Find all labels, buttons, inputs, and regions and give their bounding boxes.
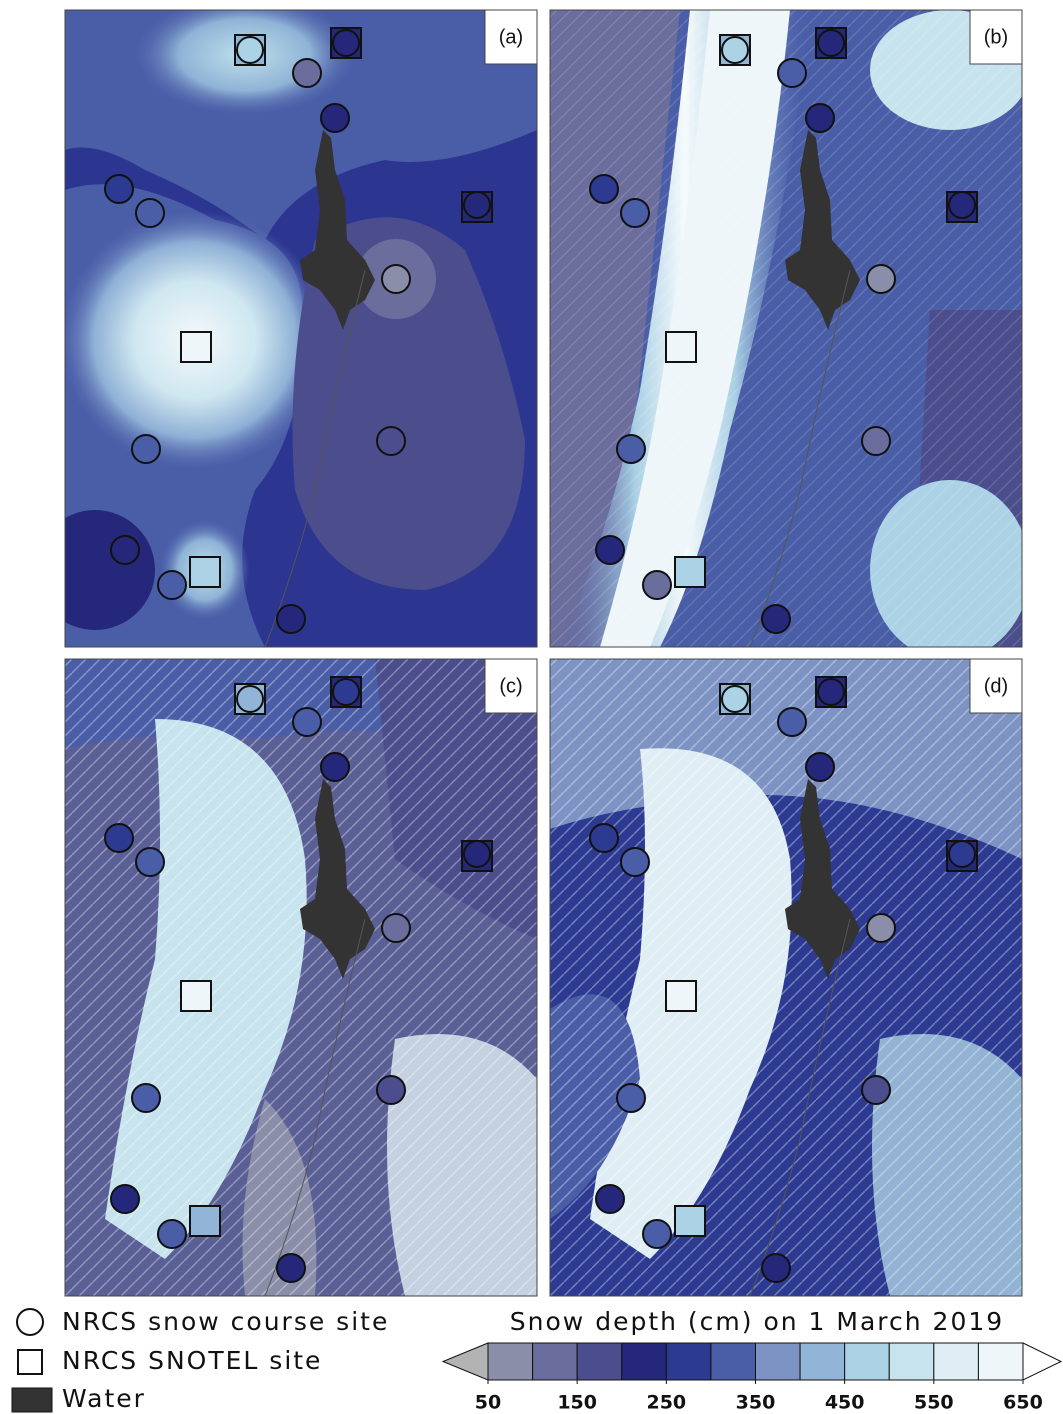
map-surface <box>550 10 1030 660</box>
snow-course-site <box>111 536 139 564</box>
snow-course-site <box>590 175 618 203</box>
colorbar-box <box>488 1343 533 1380</box>
snotel-site <box>666 332 696 362</box>
colorbar-box <box>934 1343 979 1380</box>
legend: NRCS snow course site NRCS SNOTEL site W… <box>12 1307 389 1413</box>
snow-course-site <box>377 427 405 455</box>
snow-course-site <box>158 1220 186 1248</box>
snotel-site <box>190 1206 220 1236</box>
colorbar-over <box>1023 1343 1061 1380</box>
snow-course-site <box>105 824 133 852</box>
panel-label: (a) <box>499 26 523 48</box>
snow-course-site <box>111 1185 139 1213</box>
colorbar-tick-label: 550 <box>914 1392 954 1414</box>
legend-water <box>12 1388 52 1412</box>
snow-course-site <box>596 1185 624 1213</box>
snow-course-site <box>158 571 186 599</box>
legend-label: NRCS SNOTEL site <box>62 1346 322 1375</box>
colorbar-tick-label: 650 <box>1003 1392 1043 1414</box>
snow-course-site <box>762 1254 790 1282</box>
snow-course-site <box>643 1220 671 1248</box>
colorbar-box <box>800 1343 845 1380</box>
snow-course-site <box>617 1084 645 1112</box>
colorbar-title: Snow depth (cm) on 1 March 2019 <box>510 1307 1004 1336</box>
snow-course-site <box>778 59 806 87</box>
colorbar-box <box>756 1343 801 1380</box>
snotel-site <box>675 1206 705 1236</box>
snow-course-site <box>377 1076 405 1104</box>
snow-course-site <box>132 435 160 463</box>
snow-course-site <box>806 104 834 132</box>
colorbar-box <box>889 1343 934 1380</box>
snow-course-site <box>321 104 349 132</box>
colorbar-box <box>845 1343 890 1380</box>
colorbar-box <box>711 1343 756 1380</box>
map-panel: (b) <box>550 10 1030 660</box>
snow-course-site <box>643 571 671 599</box>
colorbar-box <box>978 1343 1023 1380</box>
colorbar-tick-label: 450 <box>825 1392 865 1414</box>
snow-course-site <box>136 848 164 876</box>
panel-label: (c) <box>499 675 522 697</box>
snow-course-site <box>722 686 748 712</box>
snow-course-site <box>818 679 844 705</box>
snotel-site <box>190 557 220 587</box>
panel-label: (d) <box>984 675 1008 697</box>
snow-course-site <box>949 841 975 867</box>
snow-course-site <box>293 59 321 87</box>
snow-course-site <box>136 199 164 227</box>
snow-course-site <box>862 427 890 455</box>
snow-course-site <box>277 1254 305 1282</box>
snow-course-site <box>596 536 624 564</box>
snotel-site <box>666 981 696 1011</box>
snow-course-site <box>762 605 790 633</box>
snow-course-site <box>617 435 645 463</box>
snotel-site <box>181 332 211 362</box>
colorbar-tick-label: 50 <box>475 1392 501 1414</box>
snow-course-site <box>333 679 359 705</box>
snow-course-site <box>867 914 895 942</box>
snotel-site <box>675 557 705 587</box>
snow-course-site <box>293 708 321 736</box>
snow-course-site <box>333 30 359 56</box>
snow-course-site <box>862 1076 890 1104</box>
figure: NRCS snow course site NRCS SNOTEL site W… <box>0 0 1063 1414</box>
legend-label: Water <box>62 1384 146 1413</box>
legend-square <box>18 1350 42 1374</box>
snow-course-site <box>621 199 649 227</box>
snow-course-site <box>621 848 649 876</box>
snow-course-site <box>237 37 263 63</box>
colorbar-tick-label: 250 <box>646 1392 686 1414</box>
colorbar-box <box>533 1343 578 1380</box>
snow-course-site <box>806 753 834 781</box>
snow-course-site <box>382 914 410 942</box>
snow-course-site <box>722 37 748 63</box>
snow-course-site <box>277 605 305 633</box>
panel-label: (b) <box>984 26 1008 48</box>
snow-course-site <box>321 753 349 781</box>
map-panel: (c) <box>65 659 537 1296</box>
colorbar-box <box>622 1343 667 1380</box>
snow-course-site <box>237 686 263 712</box>
legend-label: NRCS snow course site <box>62 1307 389 1336</box>
colorbar-box <box>577 1343 622 1380</box>
legend-circle <box>17 1309 43 1335</box>
snow-course-site <box>132 1084 160 1112</box>
colorbar-tick-label: 150 <box>557 1392 597 1414</box>
snow-course-site <box>818 30 844 56</box>
snow-course-site <box>590 824 618 852</box>
snotel-site <box>181 981 211 1011</box>
colorbar-under <box>443 1343 488 1380</box>
snow-course-site <box>464 841 490 867</box>
snow-course-site <box>867 265 895 293</box>
map-panel: (d) <box>550 659 1022 1296</box>
snow-course-site <box>382 265 410 293</box>
snow-course-site <box>949 192 975 218</box>
snow-course-site <box>464 192 490 218</box>
map-panel: (a) <box>35 0 537 647</box>
snow-course-site <box>105 175 133 203</box>
snow-course-site <box>778 708 806 736</box>
colorbar-box <box>666 1343 711 1380</box>
colorbar-tick-label: 350 <box>736 1392 776 1414</box>
